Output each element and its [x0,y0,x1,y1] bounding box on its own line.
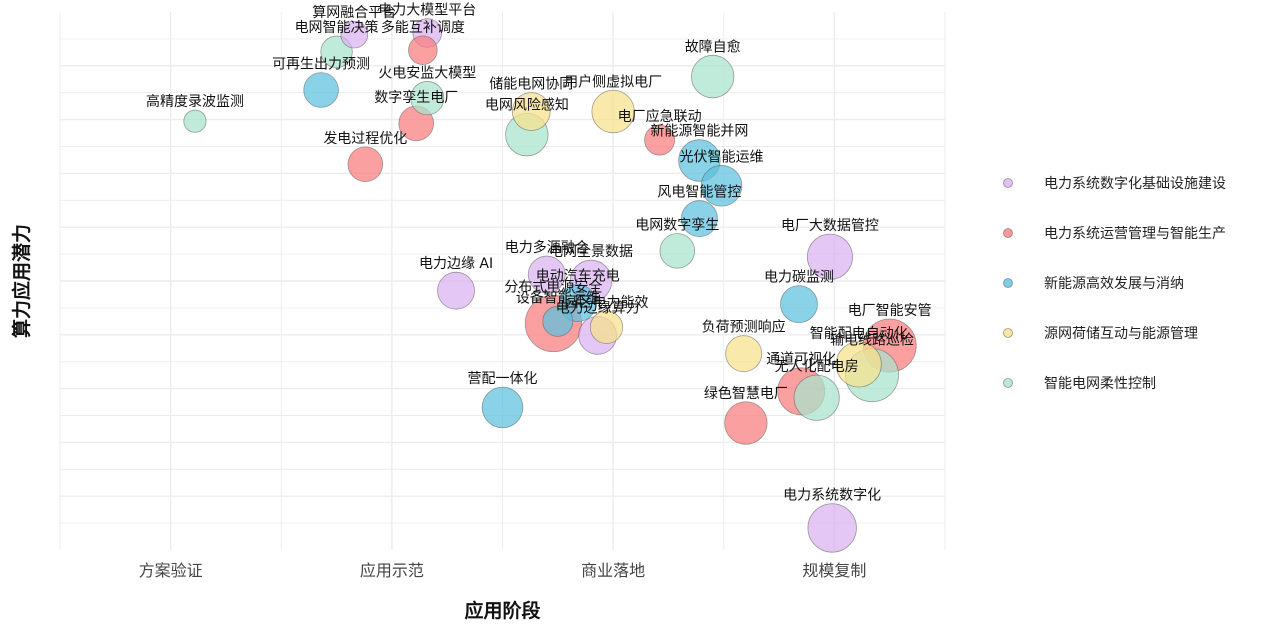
bubble-label: 可再生出力预测 [272,57,370,73]
bubble-label: 绿色智慧电厂 [704,385,788,402]
bubble-label: 电厂应急联动 [618,108,702,125]
bubble-label: 园区电力能效 [564,295,648,311]
bubble-point [589,310,624,344]
legend-label: 电力系统数字化基础设施建设 [1044,175,1226,192]
x-tick-label: 商业落地 [581,561,645,580]
legend-label: 新能源高效发展与消纳 [1044,275,1184,292]
bubble-label: 无人化配电房 [775,359,859,375]
bubble-label: 电厂大数据管控 [781,218,879,234]
bubble-point [644,124,676,156]
x-tick-label: 方案验证 [139,561,203,580]
bubble-point [807,503,857,553]
bubble-label: 通道可视化 [766,352,836,368]
bubble-point [340,20,369,49]
legend-label: 智能电网柔性控制 [1044,376,1156,392]
bubble-point [410,81,445,116]
bubble-point [725,335,763,373]
bubble-point [542,305,574,337]
bubble-point [303,72,339,108]
bubble-label: 电网风险感知 [485,96,569,113]
bubble-label: 储能电网协同 [489,77,573,93]
bubble-label: 设备智能运维 [516,289,600,306]
x-tick-label: 应用示范 [360,561,424,580]
bubble-label: 电网全景数据 [549,243,633,260]
bubble-point [780,285,818,324]
bubble-point [691,54,735,99]
bubble-label: 智能配电自动化 [810,326,908,342]
legend-swatch [1003,378,1013,388]
bubble-label: 电网数字孪生 [635,217,719,234]
bubble-point [680,200,718,238]
bubble-label: 故障自愈 [685,39,741,55]
y-axis-title: 算力应用潜力 [10,224,33,338]
bubble-label: 光伏智能运维 [680,149,764,165]
bubble-label: 发电过程优化 [323,131,407,147]
bubble-label: 电网智能决策 [295,19,379,36]
bubble-point [724,401,768,445]
bubble-point [347,146,384,183]
x-tick-label: 规模复制 [802,561,866,580]
bubble-label: 分布式电源安全 [504,278,602,295]
bubble-point [835,341,882,388]
bubble-label: 新能源智能并网 [650,124,748,140]
legend-swatch [1003,278,1013,288]
bubble-point [591,89,635,134]
bubble-label: 火电安监大模型 [378,65,476,81]
bubble-point [527,255,566,294]
bubble-layer [183,18,917,553]
bubble-label: 多能互补调度 [381,19,465,36]
bubble-label: 高精度录波监测 [146,93,244,110]
bubble-point [659,233,696,269]
bubble-label: 算网融合平台 [312,5,396,21]
bubble-label: 电力边缘 AI [419,256,493,272]
bubble-point [793,374,840,421]
bubble-label: 数字孪生电厂 [374,89,458,106]
bubble-label: 负荷预测响应 [702,319,786,336]
bubble-point [408,35,438,65]
legend: 电力系统数字化基础设施建设电力系统运营管理与智能生产新能源高效发展与消纳源网荷储… [1003,175,1226,392]
bubble-point [437,271,475,310]
bubble-label: 风电智能管控 [657,185,741,201]
bubble-point [481,386,524,429]
bubble-point [511,92,551,131]
bubble-label: 营配一体化 [468,371,538,387]
legend-label: 电力系统运营管理与智能生产 [1044,226,1226,242]
x-axis-title: 应用阶段 [464,599,541,622]
bubble-label: 电厂智能安管 [848,303,932,319]
bubble-label: 电力碳监测 [764,270,834,286]
x-tick-labels: 方案验证 应用示范 商业落地 规模复制 [139,561,867,580]
bubble-label: 用户侧虚拟电厂 [564,73,662,90]
bubble-label: 电力大模型平台 [378,3,476,19]
bubble-label: 输电线路巡检 [830,333,914,349]
bubble-label: 电力边缘算力 [556,300,640,316]
legend-swatch [1003,228,1013,238]
bubble-point [183,109,207,133]
bubble-label: 电力多源融合 [505,239,589,256]
bubble-label: 电动汽车充电 [536,268,620,285]
bubble-point [806,233,853,280]
bubble-label: 电力系统数字化 [783,488,881,504]
legend-label: 源网荷储互动与能源管理 [1044,326,1198,342]
bubble-point [700,165,743,207]
legend-swatch [1003,328,1013,338]
legend-swatch [1003,178,1013,188]
